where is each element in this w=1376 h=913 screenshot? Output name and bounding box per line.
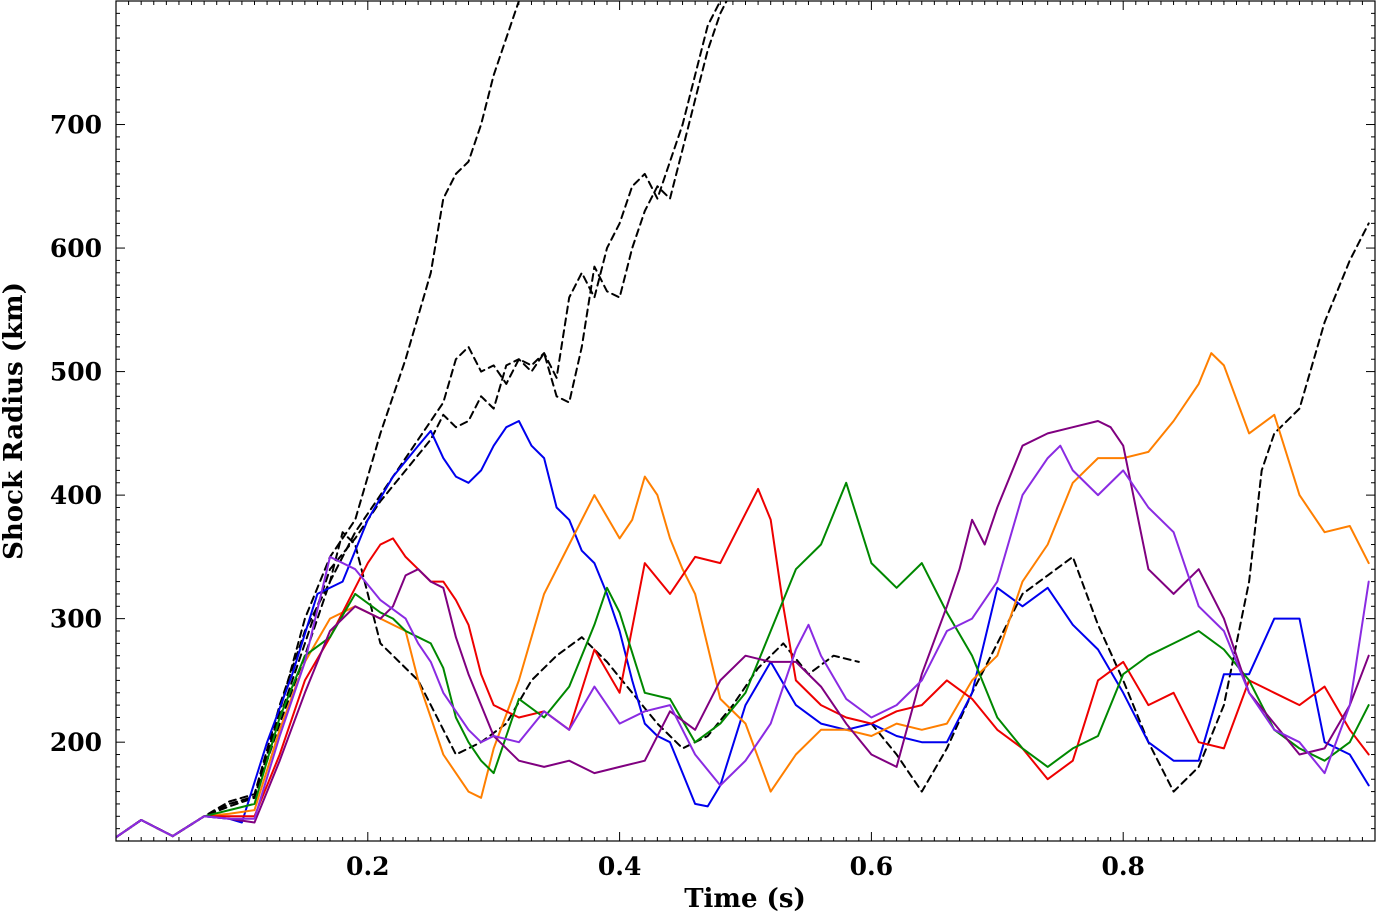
plot-frame	[115, 0, 1376, 842]
series-line-dashed-1	[116, 1, 520, 839]
series-line-green	[116, 481, 1370, 839]
series-line-dashed-2	[116, 1, 722, 839]
y-tick-label: 600	[50, 234, 102, 263]
series-layer	[116, 1, 1370, 839]
series-line-blue	[116, 420, 1370, 839]
y-tick-label: 200	[50, 728, 102, 757]
ticks-layer: 0.2 0.4 0.6 0.8 200 300 400 500 600 700	[50, 1, 1375, 881]
y-tick-label: 400	[50, 481, 102, 510]
y-axis-label: Shock Radius (km)	[0, 282, 29, 560]
series-line-dashed-4	[116, 531, 860, 839]
series-line-violet	[116, 444, 1370, 839]
series-line-purple	[116, 420, 1370, 839]
y-tick-label: 300	[50, 605, 102, 634]
series-line-dashed-3	[116, 1, 728, 839]
x-tick-label: 0.4	[598, 852, 642, 881]
x-tick-label: 0.2	[346, 852, 390, 881]
x-axis-label: Time (s)	[684, 884, 806, 913]
x-tick-label: 0.8	[1101, 852, 1145, 881]
series-line-dashed-5	[870, 222, 1370, 793]
y-tick-label: 500	[50, 358, 102, 387]
x-tick-label: 0.6	[850, 852, 894, 881]
y-tick-label: 700	[50, 111, 102, 140]
